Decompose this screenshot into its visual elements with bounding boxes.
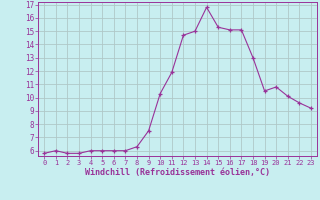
- X-axis label: Windchill (Refroidissement éolien,°C): Windchill (Refroidissement éolien,°C): [85, 168, 270, 177]
